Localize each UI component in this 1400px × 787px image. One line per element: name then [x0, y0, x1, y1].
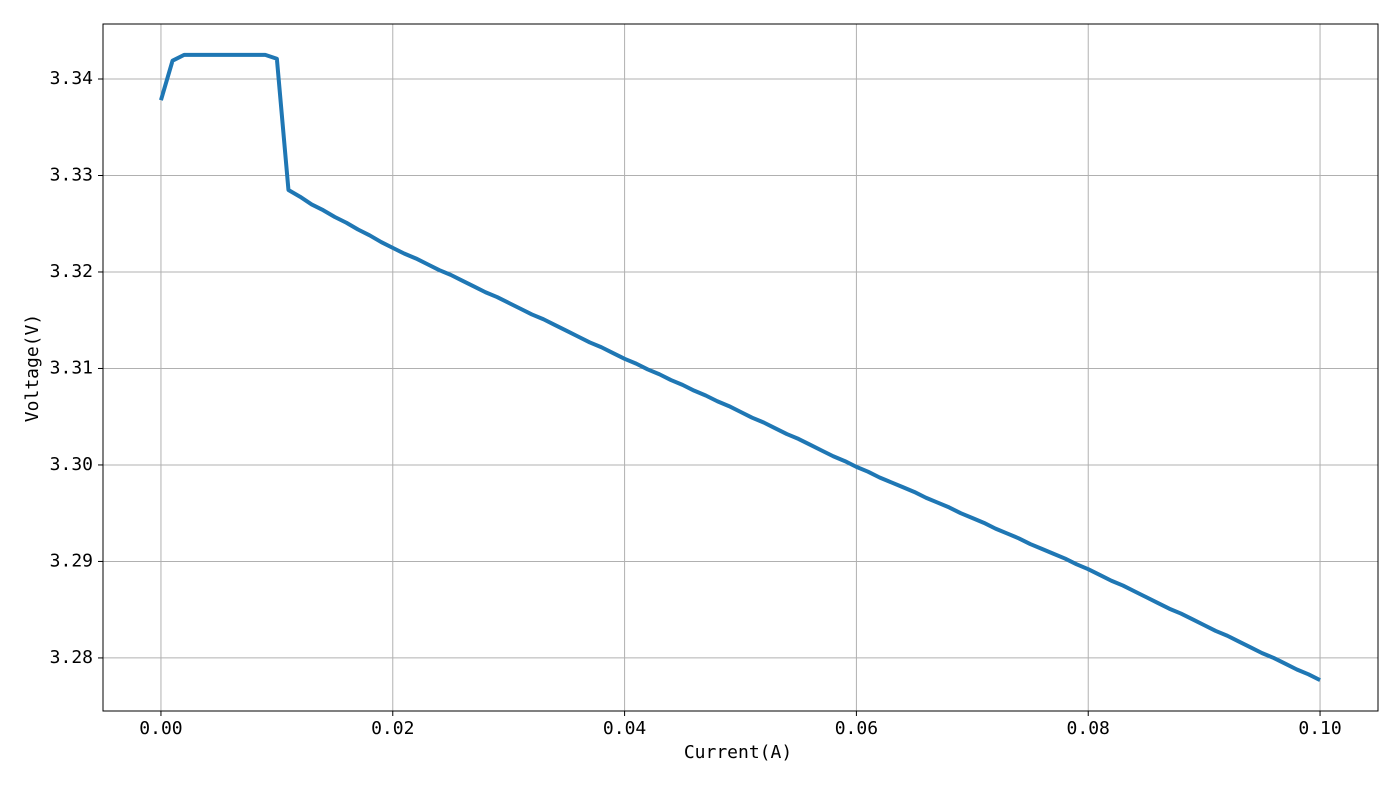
y-tick-label: 3.31: [50, 357, 93, 378]
x-tick-label: 0.02: [371, 718, 414, 739]
y-tick-label: 3.34: [50, 68, 93, 89]
y-tick-label: 3.30: [50, 454, 93, 475]
x-tick-label: 0.10: [1298, 718, 1341, 739]
y-tick-label: 3.29: [50, 550, 93, 571]
y-tick-label: 3.28: [50, 647, 93, 668]
y-axis-label: Voltage(V): [22, 314, 43, 422]
x-tick-label: 0.04: [603, 718, 646, 739]
data-line: [159, 52, 1321, 682]
x-tick-label: 0.00: [139, 718, 182, 739]
y-tick-label: 3.32: [50, 261, 93, 282]
plot-frame: [102, 23, 1379, 712]
y-tick-label: 3.33: [50, 164, 93, 185]
x-tick-label: 0.06: [835, 718, 878, 739]
x-tick-label: 0.08: [1067, 718, 1110, 739]
x-axis-label: Current(A): [684, 742, 792, 763]
